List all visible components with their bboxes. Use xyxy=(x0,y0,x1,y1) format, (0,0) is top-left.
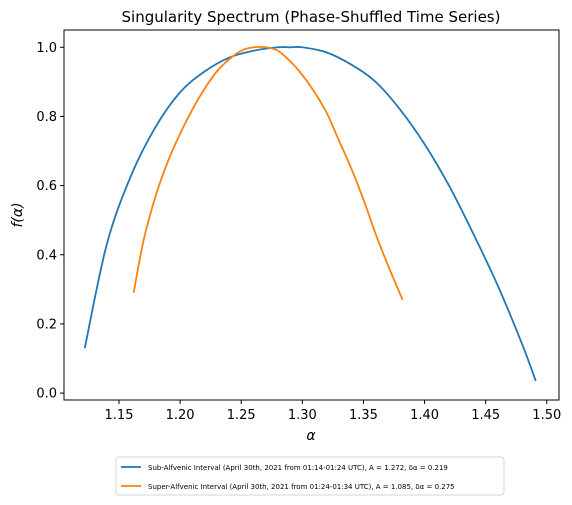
series-line-super-alfvenic xyxy=(132,45,404,301)
y-tick-label: 0.8 xyxy=(36,110,57,125)
legend-box xyxy=(115,456,505,496)
x-tick-label: 1.50 xyxy=(532,408,561,423)
x-tick-label: 1.35 xyxy=(349,408,378,423)
y-tick-label: 0.4 xyxy=(36,248,57,263)
x-tick-label: 1.25 xyxy=(227,408,256,423)
series-line-sub-alfvenic xyxy=(83,46,537,382)
y-axis-label: f(α) xyxy=(10,202,26,227)
y-tick-label: 0.6 xyxy=(36,179,57,194)
legend-label-sub-alfvenic: Sub-Alfvenic Interval (April 30th, 2021 … xyxy=(148,464,448,472)
legend-label-super-alfvenic: Super-Alfvenic Interval (April 30th, 202… xyxy=(148,483,455,491)
x-tick-label: 1.20 xyxy=(166,408,195,423)
series-lines xyxy=(83,45,537,382)
x-tick-label: 1.30 xyxy=(288,408,317,423)
plot-area xyxy=(63,29,560,401)
y-tick-label: 0.2 xyxy=(36,317,57,332)
x-tick-label: 1.45 xyxy=(471,408,500,423)
y-tick-label: 0.0 xyxy=(36,387,57,402)
y-axis: 0.0 0.2 0.4 0.6 0.8 1.0 xyxy=(36,41,64,402)
x-tick-label: 1.15 xyxy=(105,408,134,423)
x-tick-label: 1.40 xyxy=(410,408,439,423)
x-axis: 1.15 1.20 1.25 1.30 1.35 1.40 1.45 1.50 xyxy=(105,400,561,423)
legend: Sub-Alfvenic Interval (April 30th, 2021 … xyxy=(115,456,505,496)
chart-title: Singularity Spectrum (Phase-Shuffled Tim… xyxy=(122,8,501,26)
x-axis-label: α xyxy=(306,428,316,444)
y-tick-label: 1.0 xyxy=(36,41,57,56)
